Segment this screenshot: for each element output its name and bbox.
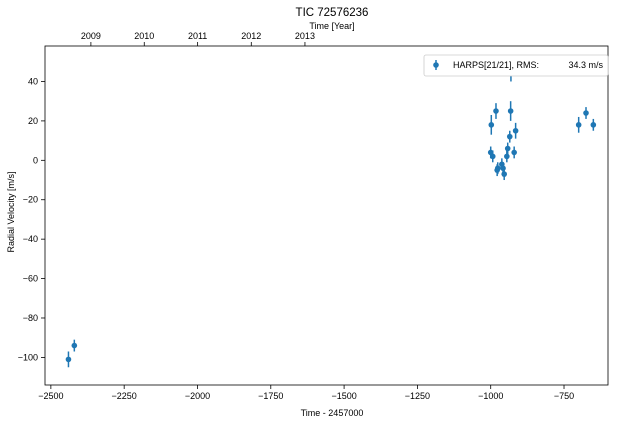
top-x-tick-label: 2011	[188, 31, 207, 41]
x-axis-label: Time - 2457000	[301, 408, 364, 418]
top-x-tick-label: 2012	[241, 31, 261, 41]
data-point	[507, 108, 514, 114]
x-tick-label: −1750	[258, 391, 283, 401]
data-point	[500, 165, 506, 171]
x-tick-label: −1250	[405, 391, 430, 401]
data-point	[504, 153, 510, 160]
data-point	[506, 133, 513, 140]
y-tick-label: 40	[28, 76, 38, 86]
x-tick-label: −2250	[112, 391, 137, 401]
data-point	[590, 122, 597, 128]
top-x-tick-label: 2013	[295, 31, 315, 41]
top-x-axis-label: Time [Year]	[309, 21, 354, 31]
plot-frame	[44, 45, 609, 386]
top-x-tick-label: 2010	[134, 31, 154, 41]
x-tick-label: −750	[554, 391, 574, 401]
y-tick-label: −100	[18, 352, 38, 362]
y-tick-label: 20	[28, 116, 38, 126]
x-tick-label: −1000	[478, 391, 503, 401]
data-point	[494, 165, 501, 171]
legend-marker-point	[433, 62, 439, 68]
data-point	[512, 127, 519, 134]
data-point	[65, 356, 72, 363]
legend: HARPS[21/21], RMS: 34.3 m/s	[423, 54, 609, 77]
y-tick-label: −40	[23, 234, 38, 244]
legend-box	[423, 54, 609, 77]
y-axis-label: Radial Velocity [m/s]	[6, 171, 16, 252]
legend-label: HARPS[21/21], RMS:	[453, 60, 539, 70]
y-tick-label: 0	[33, 155, 38, 165]
data-point	[583, 110, 589, 116]
data-point	[493, 108, 499, 114]
data-point	[488, 122, 495, 128]
data-point	[489, 153, 496, 160]
data-point	[575, 122, 582, 128]
y-tick-label: −60	[23, 274, 38, 284]
data-point	[511, 149, 517, 156]
x-tick-label: −2000	[185, 391, 210, 401]
top-x-tick-label: 2009	[81, 31, 101, 41]
data-point	[71, 342, 78, 349]
legend-rms: 34.3 m/s	[568, 60, 603, 70]
data-point	[504, 145, 511, 152]
y-tick-label: −20	[23, 195, 38, 205]
y-tick-label: −80	[23, 313, 38, 323]
x-tick-label: −1500	[331, 391, 356, 401]
chart-title: TIC 72576236	[296, 7, 369, 19]
x-tick-label: −2500	[38, 391, 63, 401]
data-point	[501, 171, 507, 177]
